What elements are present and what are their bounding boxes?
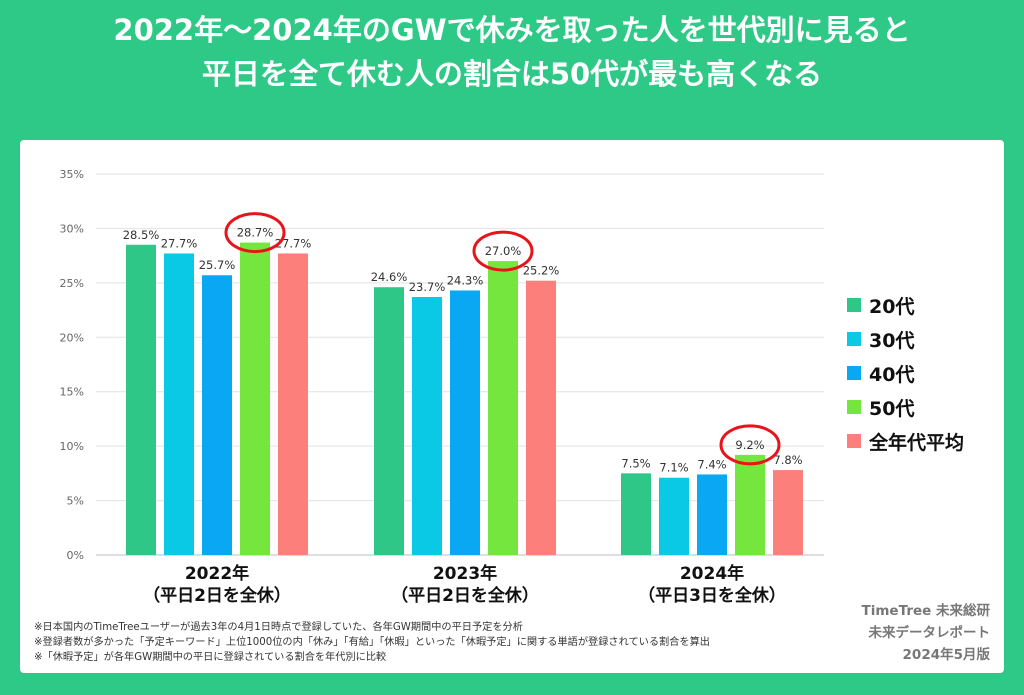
data-label: 28.5% bbox=[123, 228, 160, 242]
data-label: 27.7% bbox=[161, 236, 198, 250]
legend-item: 40代 bbox=[847, 356, 964, 390]
legend-item: 20代 bbox=[847, 288, 964, 322]
source-credit: TimeTree 未来総研 未来データレポート 2024年5月版 bbox=[862, 600, 990, 666]
bar bbox=[164, 253, 194, 556]
bar bbox=[126, 244, 156, 555]
data-label: 25.2% bbox=[523, 264, 560, 278]
y-tick-label: 20% bbox=[60, 331, 84, 344]
y-tick-label: 0% bbox=[67, 549, 84, 562]
bar bbox=[659, 477, 689, 555]
bar bbox=[412, 297, 442, 555]
data-label: 7.5% bbox=[621, 456, 650, 470]
legend-label: 30代 bbox=[869, 329, 915, 352]
bar bbox=[278, 253, 308, 556]
legend-swatch bbox=[847, 366, 861, 380]
legend-item: 50代 bbox=[847, 390, 964, 424]
legend-label: 全年代平均 bbox=[869, 431, 965, 454]
highlight-circle bbox=[224, 212, 286, 254]
x-category-label: 2024年 bbox=[680, 563, 744, 584]
bar bbox=[697, 474, 727, 555]
credit-line-3: 2024年5月版 bbox=[902, 647, 990, 663]
bar bbox=[450, 290, 480, 555]
legend-label: 40代 bbox=[869, 363, 915, 386]
headline: 2022年～2024年のGWで休みを取った人を世代別に見ると 平日を全て休む人の… bbox=[0, 8, 1024, 96]
legend-swatch bbox=[847, 332, 861, 346]
highlight-circle bbox=[472, 230, 534, 272]
bar bbox=[488, 261, 518, 555]
bar bbox=[374, 287, 404, 555]
x-category-label: （平日2日を全休） bbox=[143, 585, 291, 606]
y-tick-label: 35% bbox=[60, 168, 84, 181]
legend-swatch bbox=[847, 400, 861, 414]
chart-panel: 0% 5% 10% 15% 20% 25% 30% 35% 28.5% 27.7% 25.7% 28.… bbox=[20, 140, 1004, 673]
bar bbox=[773, 470, 803, 555]
credit-line-2: 未来データレポート bbox=[868, 625, 991, 641]
x-category-label: 2022年 bbox=[185, 563, 249, 584]
footnote-2: ※登録者数が多かった「予定キーワード」上位1000位の内「休み」「有給」「休暇」… bbox=[34, 637, 710, 648]
data-label: 7.4% bbox=[697, 457, 726, 471]
data-label: 24.6% bbox=[371, 270, 408, 284]
data-label: 7.1% bbox=[659, 461, 688, 475]
y-tick-label: 30% bbox=[60, 222, 84, 235]
bar bbox=[526, 280, 556, 555]
bar bbox=[240, 242, 270, 555]
footnote-1: ※日本国内のTimeTreeユーザーが過去3年の4月1日時点で登録していた、各年… bbox=[34, 622, 523, 633]
bar bbox=[202, 275, 232, 555]
data-label: 23.7% bbox=[409, 280, 446, 294]
y-tick-label: 25% bbox=[60, 277, 84, 290]
x-category-label: （平日3日を全休） bbox=[638, 585, 786, 606]
y-tick-label: 5% bbox=[67, 495, 84, 508]
bar-chart: 0%5%10%15%20%25%30%35%28.5%27.7%25.7%28.… bbox=[60, 168, 824, 606]
legend-swatch bbox=[847, 298, 861, 312]
data-label: 7.8% bbox=[773, 453, 802, 467]
legend-swatch bbox=[847, 434, 861, 448]
headline-line-2: 平日を全て休む人の割合は50代が最も高くなる bbox=[201, 57, 823, 91]
data-label: 27.7% bbox=[275, 236, 312, 250]
data-label: 24.3% bbox=[447, 273, 484, 287]
bar bbox=[621, 473, 651, 555]
credit-line-1: TimeTree 未来総研 bbox=[861, 603, 990, 619]
legend: 20代 30代 40代 50代全年代平均 bbox=[847, 288, 964, 458]
y-tick-label: 15% bbox=[60, 386, 84, 399]
data-label: 27.0% bbox=[485, 244, 522, 258]
footnotes: ※日本国内のTimeTreeユーザーが過去3年の4月1日時点で登録していた、各年… bbox=[34, 620, 710, 665]
data-label: 25.7% bbox=[199, 258, 236, 272]
bar bbox=[735, 454, 765, 555]
data-label: 28.7% bbox=[237, 226, 274, 240]
footnote-3: ※「休暇予定」が各年GW期間中の平日に登録されている割合を年代別に比較 bbox=[34, 652, 387, 663]
legend-label: 50代 bbox=[869, 397, 915, 420]
y-tick-label: 10% bbox=[60, 440, 84, 453]
legend-label: 20代 bbox=[869, 295, 915, 318]
x-category-label: 2023年 bbox=[433, 563, 497, 584]
legend-item: 全年代平均 bbox=[847, 424, 964, 458]
headline-line-1: 2022年～2024年のGWで休みを取った人を世代別に見ると bbox=[113, 13, 911, 47]
legend-item: 30代 bbox=[847, 322, 964, 356]
highlight-circle bbox=[719, 424, 781, 466]
x-category-label: （平日2日を全休） bbox=[391, 585, 539, 606]
data-label: 9.2% bbox=[735, 438, 764, 452]
